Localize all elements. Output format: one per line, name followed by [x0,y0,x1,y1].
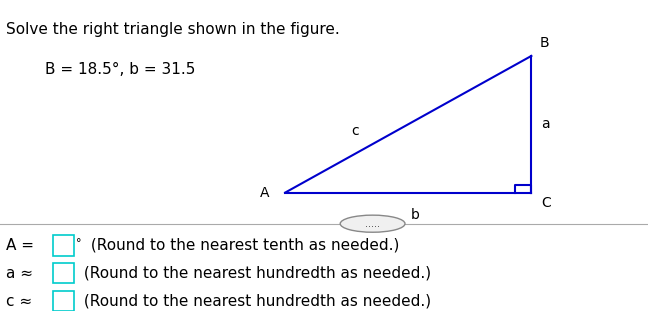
Text: (Round to the nearest tenth as needed.): (Round to the nearest tenth as needed.) [86,238,399,253]
FancyBboxPatch shape [53,235,74,256]
Text: B: B [539,36,549,50]
FancyBboxPatch shape [53,263,74,284]
Text: Solve the right triangle shown in the figure.: Solve the right triangle shown in the fi… [6,22,340,37]
Ellipse shape [340,215,405,232]
Text: b: b [410,208,419,222]
Text: A: A [259,186,269,200]
Text: a ≈: a ≈ [6,266,38,281]
Text: c ≈: c ≈ [6,294,38,309]
Text: (Round to the nearest hundredth as needed.): (Round to the nearest hundredth as neede… [79,294,431,309]
Text: C: C [541,196,551,210]
FancyBboxPatch shape [53,291,74,311]
Text: c: c [352,123,359,137]
Text: B = 18.5°, b = 31.5: B = 18.5°, b = 31.5 [45,62,196,77]
Text: °: ° [76,238,81,248]
Text: .....: ..... [365,219,380,229]
Text: (Round to the nearest hundredth as needed.): (Round to the nearest hundredth as neede… [79,266,431,281]
Text: a: a [541,117,550,131]
Text: A =: A = [6,238,40,253]
